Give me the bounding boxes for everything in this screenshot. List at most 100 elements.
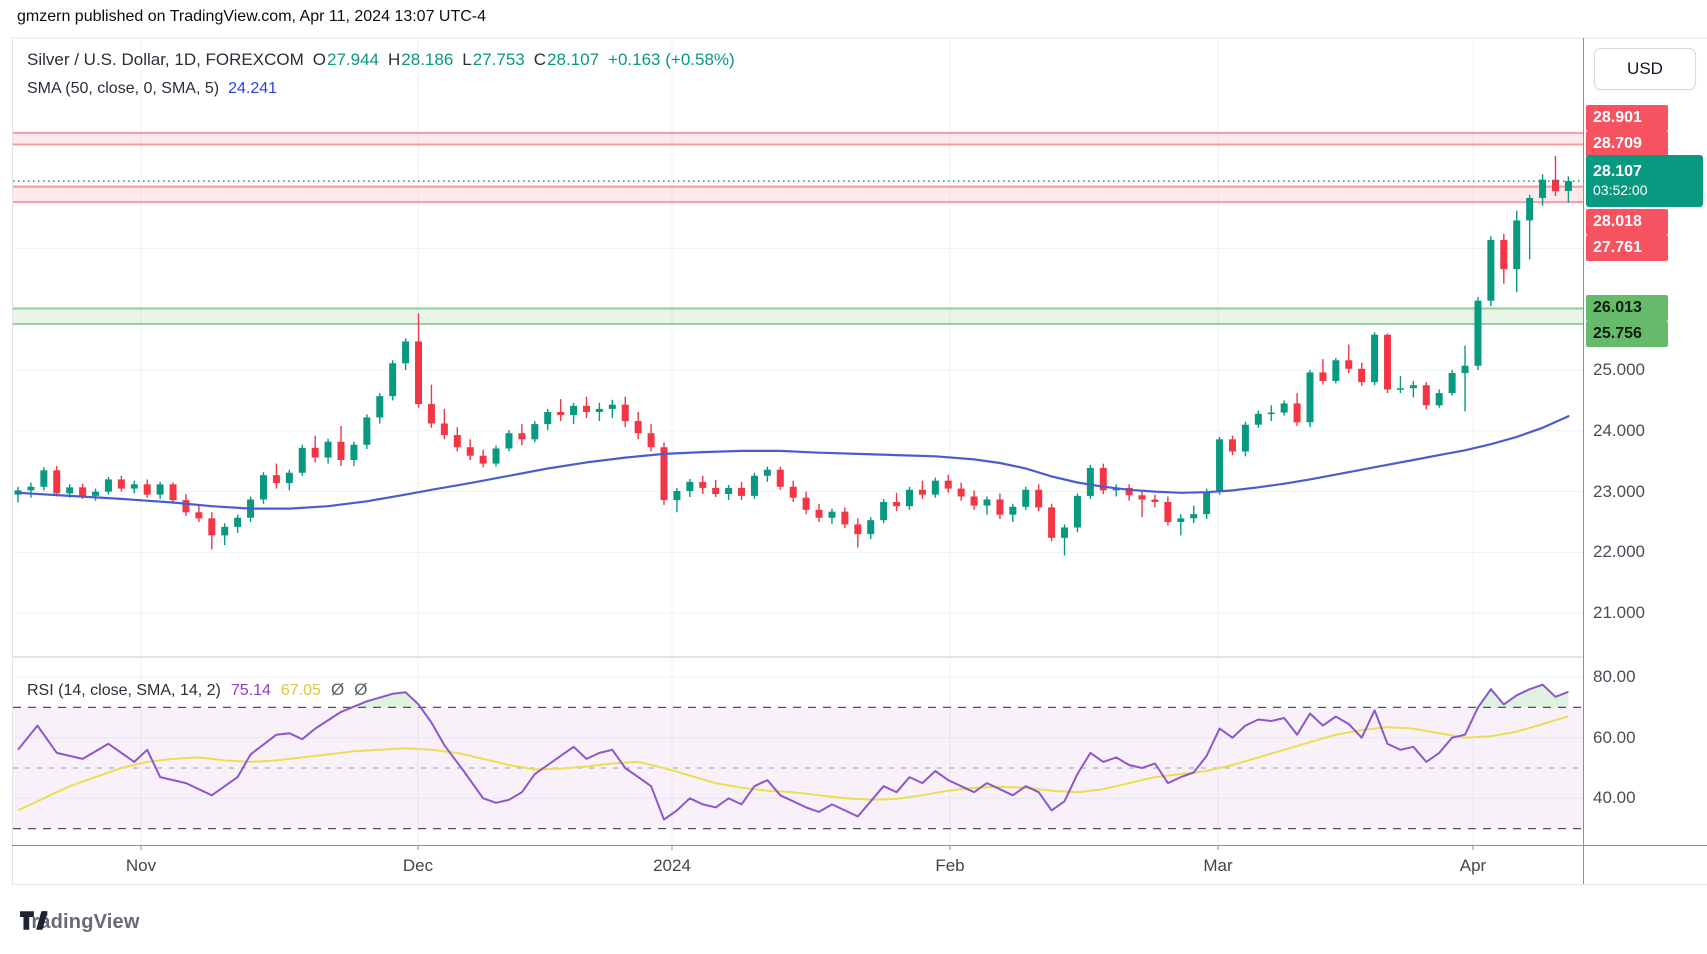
candle-body xyxy=(1254,413,1262,425)
symbol-title: Silver / U.S. Dollar, 1D, FOREXCOM xyxy=(27,50,304,69)
candle-body xyxy=(1022,489,1030,507)
candle-body xyxy=(117,479,125,489)
candle-body xyxy=(104,479,112,492)
candle-body xyxy=(841,511,849,525)
candle-body xyxy=(789,486,797,498)
candle-body xyxy=(440,423,448,436)
candle-body xyxy=(92,491,100,496)
candle-body xyxy=(1216,439,1224,492)
candle-body xyxy=(492,448,500,464)
candle-body xyxy=(970,496,978,506)
candle-body xyxy=(1564,181,1572,192)
currency-button[interactable]: USD xyxy=(1594,48,1696,90)
candle-body xyxy=(1151,499,1159,502)
candle-body xyxy=(427,404,435,424)
candle-body xyxy=(1551,179,1559,192)
candle-body xyxy=(582,405,590,412)
candle-body xyxy=(1073,495,1081,528)
candle-body xyxy=(1358,368,1366,383)
candle-body xyxy=(854,524,862,535)
candle-body xyxy=(156,484,164,495)
candle-body xyxy=(1009,506,1017,515)
candle-body xyxy=(208,518,216,536)
resistance-zone xyxy=(13,132,1583,145)
rsi-axis-label: 60.00 xyxy=(1593,727,1636,747)
candle-body xyxy=(595,408,603,412)
candle-body xyxy=(337,441,345,460)
candle-body xyxy=(466,447,474,456)
sma-legend-row[interactable]: SMA (50, close, 0, SMA, 5) 24.241 xyxy=(27,80,277,98)
sma-value: 24.241 xyxy=(228,80,278,97)
candle-body xyxy=(363,417,371,445)
sma50-line xyxy=(16,415,1570,510)
candle-body xyxy=(1461,365,1469,374)
candle-body xyxy=(725,487,733,495)
candle-body xyxy=(1035,489,1043,508)
candle-body xyxy=(130,484,138,489)
candle-body xyxy=(350,444,358,460)
candle-body xyxy=(983,499,991,506)
candle-body xyxy=(1319,372,1327,381)
candle-body xyxy=(285,472,293,484)
tradingview-attribution[interactable]: TradingView xyxy=(20,911,140,934)
month-label: Feb xyxy=(935,856,965,875)
candle-body xyxy=(272,475,280,484)
price-axis-label: 24.000 xyxy=(1593,420,1645,440)
candle-body xyxy=(828,511,836,518)
candle-body xyxy=(259,475,267,500)
candle-body xyxy=(763,469,771,476)
candle-body xyxy=(544,411,552,425)
candle-body xyxy=(634,421,642,434)
candle-body xyxy=(221,526,229,536)
candle-body xyxy=(415,341,423,405)
candle-body xyxy=(1539,179,1547,198)
rsi-ma-line xyxy=(17,715,1569,812)
candle-body xyxy=(893,501,901,507)
rsi-legend-row[interactable]: RSI (14, close, SMA, 14, 2) 75.14 67.05 … xyxy=(27,680,367,700)
candle-body xyxy=(557,411,565,415)
candle-body xyxy=(1061,527,1069,538)
candle-body xyxy=(1203,491,1211,515)
candle-body xyxy=(776,469,784,487)
candle-body xyxy=(944,480,952,489)
candle-body xyxy=(621,404,629,422)
candle-body xyxy=(376,396,384,418)
candle-body xyxy=(867,520,875,535)
ohlc-low: L 27.753 xyxy=(462,50,525,69)
price-axis-label: 21.000 xyxy=(1593,603,1645,623)
candle-body xyxy=(531,424,539,440)
brand-name: TradingView xyxy=(20,911,140,933)
candle-body xyxy=(402,341,410,364)
candle-body xyxy=(660,447,668,501)
candle-body xyxy=(53,470,61,494)
candle-body xyxy=(905,489,913,507)
candle-body xyxy=(1384,334,1392,390)
rsi-ma-value: 67.05 xyxy=(280,682,321,699)
symbol-legend-row[interactable]: Silver / U.S. Dollar, 1D, FOREXCOM O 27.… xyxy=(27,50,735,70)
resistance-zone xyxy=(13,186,1583,203)
candle-body xyxy=(931,480,939,495)
candle-body xyxy=(1138,495,1146,500)
candle-body xyxy=(1371,334,1379,383)
candle-body xyxy=(1086,467,1094,496)
resistance-level-tag: 27.761 xyxy=(1586,235,1668,262)
candle-body xyxy=(1293,403,1301,423)
candle-body xyxy=(1306,372,1314,423)
candle-body xyxy=(518,433,526,440)
candle-body xyxy=(699,481,707,488)
candle-body xyxy=(996,499,1004,515)
tradingview-logo-icon xyxy=(20,911,48,930)
candle-body xyxy=(957,488,965,497)
month-label: Apr xyxy=(1459,856,1487,875)
candle-body xyxy=(453,435,461,448)
candle-body xyxy=(712,487,720,495)
rsi-overbought-fill xyxy=(352,692,421,708)
rsi-value: 75.14 xyxy=(230,682,271,699)
candle-body xyxy=(1526,197,1534,221)
candle-body xyxy=(1332,360,1340,381)
candle-body xyxy=(802,497,810,510)
ohlc-high: H 28.186 xyxy=(388,50,454,69)
candle-body xyxy=(66,487,74,494)
